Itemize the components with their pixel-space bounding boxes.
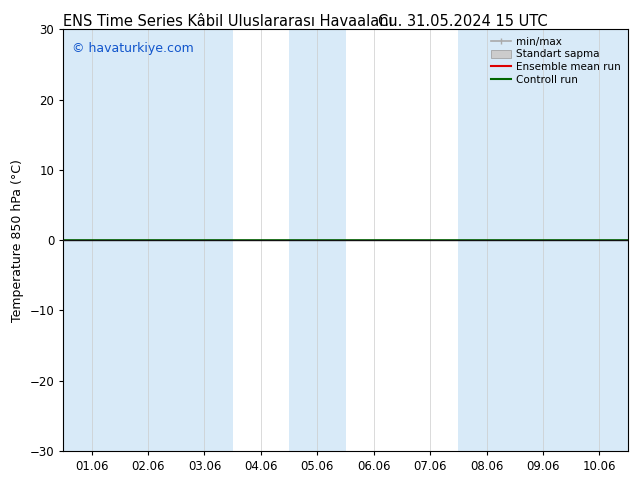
Legend: min/max, Standart sapma, Ensemble mean run, Controll run: min/max, Standart sapma, Ensemble mean r… <box>489 35 623 87</box>
Bar <box>289 29 346 451</box>
Text: © havaturkiye.com: © havaturkiye.com <box>72 42 193 55</box>
Text: ENS Time Series Kâbil Uluslararası Havaalanı: ENS Time Series Kâbil Uluslararası Havaa… <box>63 14 393 29</box>
Text: Cu. 31.05.2024 15 UTC: Cu. 31.05.2024 15 UTC <box>378 14 548 29</box>
Bar <box>63 29 233 451</box>
Y-axis label: Temperature 850 hPa (°C): Temperature 850 hPa (°C) <box>11 159 24 321</box>
Bar <box>458 29 628 451</box>
